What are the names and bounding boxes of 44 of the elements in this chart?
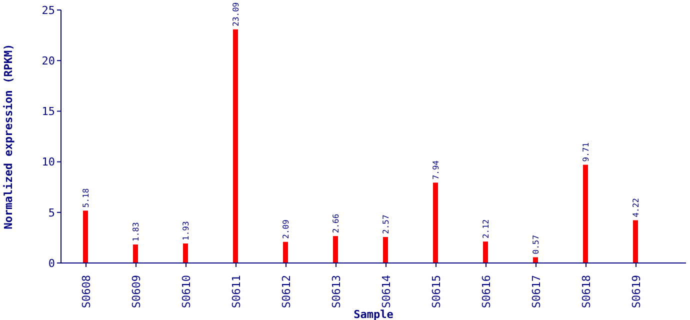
x-tick-label: S0608 bbox=[80, 275, 93, 308]
y-tick-label: 25 bbox=[42, 4, 55, 17]
bar bbox=[383, 236, 388, 263]
data-label: 2.66 bbox=[331, 214, 340, 234]
bar bbox=[83, 210, 88, 263]
x-tick-label: S0619 bbox=[630, 275, 643, 308]
x-tick-label: S0611 bbox=[230, 275, 243, 308]
y-tick-label: 20 bbox=[42, 54, 55, 68]
bar bbox=[483, 242, 488, 263]
x-tick-label: S0615 bbox=[430, 275, 443, 308]
bar bbox=[583, 164, 588, 263]
bar bbox=[433, 182, 438, 263]
data-label: 1.83 bbox=[131, 222, 140, 242]
data-label: 1.93 bbox=[181, 221, 190, 240]
x-tick-label: S0609 bbox=[130, 275, 143, 308]
data-label: 23.09 bbox=[231, 2, 240, 26]
data-label: 4.22 bbox=[631, 198, 640, 218]
x-tick-label: S0613 bbox=[330, 275, 343, 308]
x-tick-label: S0618 bbox=[580, 275, 593, 308]
data-label: 5.18 bbox=[81, 188, 90, 208]
bar bbox=[533, 257, 538, 263]
y-tick-label: 15 bbox=[42, 105, 55, 118]
y-tick-label: 5 bbox=[48, 206, 55, 220]
bar bbox=[633, 220, 638, 263]
bar bbox=[233, 29, 238, 263]
x-tick-label: S0617 bbox=[530, 275, 543, 308]
data-label: 2.57 bbox=[381, 214, 390, 234]
x-tick-label: S0616 bbox=[480, 275, 493, 308]
y-tick-label: 10 bbox=[42, 156, 55, 169]
data-label: 2.09 bbox=[281, 219, 290, 239]
y-tick-label: 0 bbox=[48, 256, 55, 270]
x-tick-label: S0614 bbox=[380, 274, 393, 308]
data-label: 0.57 bbox=[531, 234, 540, 254]
x-axis-title: Sample bbox=[354, 308, 394, 320]
data-label: 2.12 bbox=[481, 219, 490, 239]
bar bbox=[133, 244, 138, 263]
data-label: 7.94 bbox=[431, 160, 440, 180]
bar bbox=[283, 242, 288, 263]
data-label: 9.71 bbox=[581, 142, 590, 162]
y-axis-title: Normalized expression (RPKM) bbox=[2, 44, 15, 230]
bar bbox=[333, 236, 338, 263]
bar bbox=[183, 243, 188, 263]
x-tick-label: S0610 bbox=[180, 275, 193, 308]
x-tick-label: S0612 bbox=[280, 275, 293, 308]
